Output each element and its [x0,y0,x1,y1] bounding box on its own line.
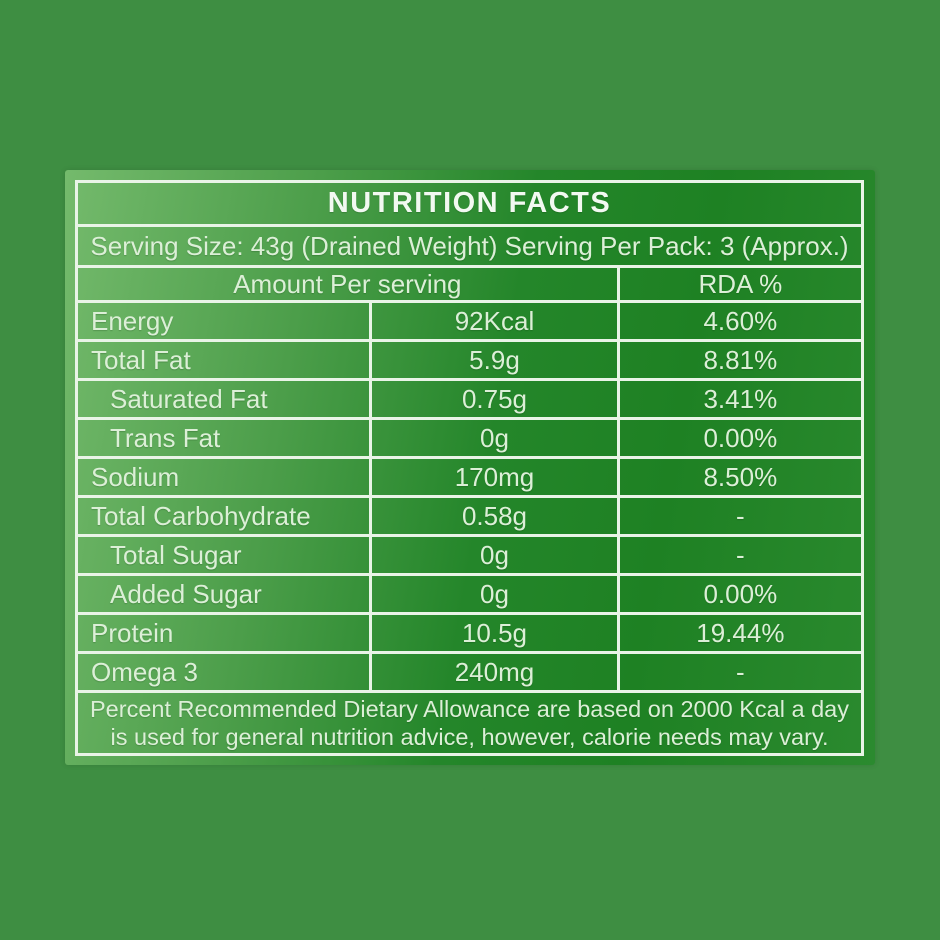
nutrient-rda: 0.00% [616,420,861,456]
nutrient-rda: 4.60% [616,303,861,339]
nutrient-rda: - [616,498,861,534]
nutrient-name: Omega 3 [91,656,198,687]
nutrient-rows: Energy 92Kcal 4.60% Total Fat 5.9g 8.81%… [78,303,861,690]
rda-footnote: Percent Recommended Dietary Allowance ar… [78,690,861,753]
rda-percent-header: RDA % [616,268,861,300]
nutrient-name: Added Sugar [110,578,262,609]
label-title: NUTRITION FACTS [78,183,861,227]
nutrient-amount: 0g [369,576,616,612]
nutrient-name: Trans Fat [110,422,221,453]
table-row-saturated-fat: Saturated Fat 0.75g 3.41% [78,381,861,420]
nutrient-rda: 0.00% [616,576,861,612]
nutrient-amount: 92Kcal [369,303,616,339]
amount-per-serving-header: Amount Per serving [233,268,462,299]
nutrient-rda: 19.44% [616,615,861,651]
nutrient-name: Total Fat [91,344,191,375]
nutrient-name: Total Carbohydrate [91,500,311,531]
nutrient-name: Sodium [91,461,180,492]
rda-footnote-line2: is used for general nutrition advice, ho… [110,724,829,750]
nutrient-name: Energy [91,305,174,336]
column-header-row: Amount Per serving RDA % [78,268,861,303]
table-row-protein: Protein 10.5g 19.44% [78,615,861,654]
nutrient-amount: 5.9g [369,342,616,378]
nutrient-amount: 0g [369,537,616,573]
nutrition-label-panel: NUTRITION FACTS Serving Size: 43g (Drain… [65,170,875,765]
table-row-energy: Energy 92Kcal 4.60% [78,303,861,342]
nutrient-rda: 8.50% [616,459,861,495]
nutrient-name: Total Sugar [110,539,242,570]
nutrient-amount: 0.58g [369,498,616,534]
nutrient-amount: 0.75g [369,381,616,417]
table-row-omega-3: Omega 3 240mg - [78,654,861,690]
table-row-sodium: Sodium 170mg 8.50% [78,459,861,498]
rda-footnote-line1: Percent Recommended Dietary Allowance ar… [90,696,849,722]
table-row-total-sugar: Total Sugar 0g - [78,537,861,576]
nutrient-rda: 8.81% [616,342,861,378]
nutrient-rda: - [616,537,861,573]
nutrient-amount: 240mg [369,654,616,690]
nutrient-amount: 10.5g [369,615,616,651]
serving-info: Serving Size: 43g (Drained Weight) Servi… [78,227,861,268]
nutrient-name: Protein [91,617,174,648]
table-row-added-sugar: Added Sugar 0g 0.00% [78,576,861,615]
table-row-trans-fat: Trans Fat 0g 0.00% [78,420,861,459]
nutrient-amount: 170mg [369,459,616,495]
nutrient-amount: 0g [369,420,616,456]
table-row-total-carbohydrate: Total Carbohydrate 0.58g - [78,498,861,537]
nutrition-label-frame: NUTRITION FACTS Serving Size: 43g (Drain… [75,180,864,756]
nutrient-rda: 3.41% [616,381,861,417]
table-row-total-fat: Total Fat 5.9g 8.81% [78,342,861,381]
nutrient-rda: - [616,654,861,690]
nutrient-name: Saturated Fat [110,383,268,414]
